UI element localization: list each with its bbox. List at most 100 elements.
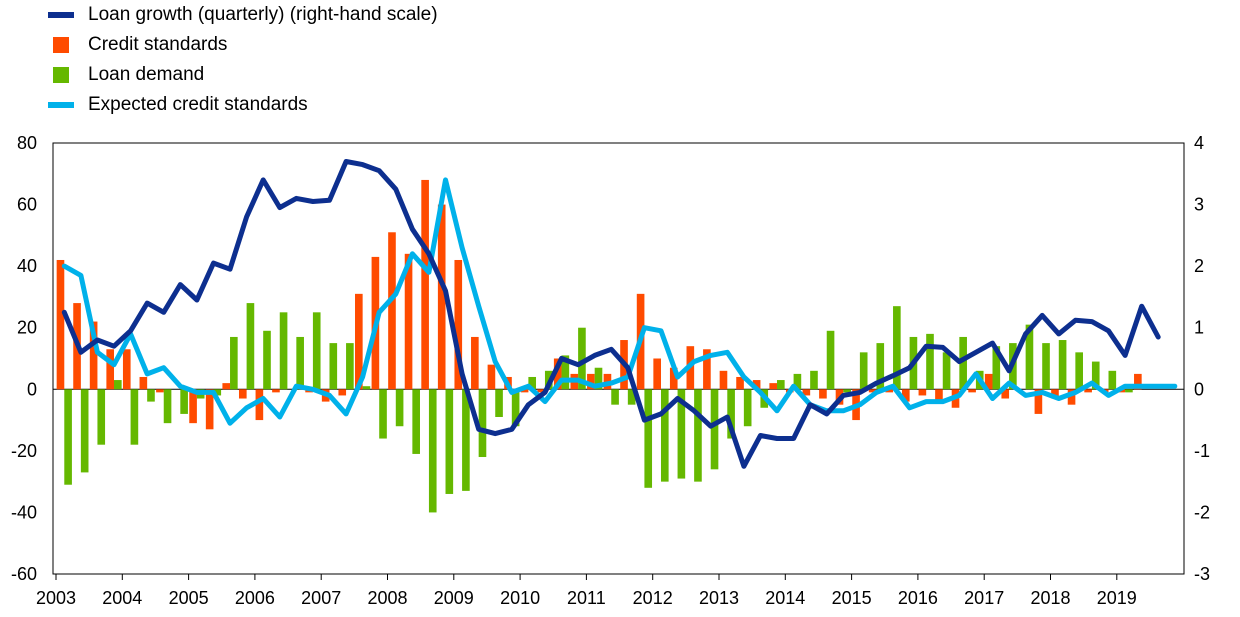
credit-standards-bar xyxy=(471,336,479,390)
credit-standards-bar xyxy=(901,389,910,402)
credit-standards-bar xyxy=(156,389,164,393)
credit-standards-bar xyxy=(935,389,943,402)
loan-demand-bar xyxy=(959,336,967,390)
x-tick-label: 2006 xyxy=(235,588,275,608)
x-tick-label: 2015 xyxy=(832,588,872,608)
credit-standards-bar xyxy=(819,389,827,399)
credit-standards-bar xyxy=(388,232,396,390)
y-right-tick-label: -1 xyxy=(1194,441,1210,461)
loan-demand-bar xyxy=(511,389,520,427)
y-left-tick-label: -60 xyxy=(11,564,37,584)
loan-demand-bar xyxy=(594,367,603,390)
loan-demand-bar xyxy=(495,389,503,417)
loan-demand-bar xyxy=(611,389,619,405)
loan-demand-bar xyxy=(992,346,1001,390)
x-tick-label: 2003 xyxy=(36,588,76,608)
credit-standards-bar xyxy=(238,389,247,399)
loan-demand-bar xyxy=(893,306,901,390)
y-right-tick-label: -2 xyxy=(1194,502,1210,522)
credit-standards-bar xyxy=(421,179,429,390)
x-tick-label: 2005 xyxy=(169,588,209,608)
credit-standards-bar xyxy=(653,358,661,390)
credit-standards-bar xyxy=(968,389,976,393)
loan-demand-bar xyxy=(114,380,122,390)
x-tick-label: 2018 xyxy=(1030,588,1070,608)
credit-standards-bar xyxy=(1134,373,1142,390)
x-tick-label: 2011 xyxy=(567,588,606,608)
credit-standards-bar xyxy=(338,389,347,396)
loan-demand-bar xyxy=(213,389,222,396)
credit-standards-bar xyxy=(868,389,877,393)
credit-standards-bar xyxy=(918,389,927,396)
loan-demand-bar xyxy=(826,330,835,390)
legend-swatch-loan-demand xyxy=(53,67,69,83)
legend-swatch-expected-credit-standards xyxy=(48,102,74,108)
y-left-tick-label: 20 xyxy=(17,318,37,338)
credit-standards-bar xyxy=(587,373,595,390)
loan-demand-bar xyxy=(279,312,288,390)
x-tick-label: 2012 xyxy=(633,588,673,608)
loan-demand-bar xyxy=(263,330,271,390)
loan-demand-bar xyxy=(677,389,686,479)
credit-standards-bar xyxy=(255,389,264,421)
legend-swatch-credit-standards xyxy=(53,37,69,53)
credit-standards-bar xyxy=(454,259,463,390)
y-right-tick-label: 4 xyxy=(1194,133,1204,153)
loan-demand-bar xyxy=(379,389,387,439)
loan-demand-bar xyxy=(743,389,752,427)
x-tick-label: 2019 xyxy=(1097,588,1137,608)
loan-demand-bar xyxy=(1042,343,1050,390)
credit-standards-bar xyxy=(1067,389,1076,405)
legend-swatch-loan-growth xyxy=(48,12,74,18)
loan-demand-bar xyxy=(180,389,188,414)
loan-demand-bar xyxy=(478,389,487,458)
x-tick-label: 2010 xyxy=(500,588,540,608)
chart-legend: Loan growth (quarterly) (right-hand scal… xyxy=(48,0,438,120)
loan-demand-bar xyxy=(346,343,354,390)
legend-label-credit-standards: Credit standards xyxy=(88,34,228,55)
plot-frame xyxy=(52,142,1185,575)
loan-demand-bar xyxy=(578,327,586,390)
credit-standards-bar xyxy=(1051,389,1059,399)
y-left-tick-label: 60 xyxy=(17,195,37,215)
x-tick-label: 2007 xyxy=(301,588,341,608)
loan-demand-bar xyxy=(942,352,951,390)
credit-standards-bar xyxy=(984,373,993,390)
loan-demand-bar xyxy=(926,333,934,390)
loan-demand-bar xyxy=(1125,389,1133,393)
y-left-tick-label: 40 xyxy=(17,256,37,276)
y-right-tick-label: 2 xyxy=(1194,256,1204,276)
credit-standards-bar xyxy=(1034,389,1043,414)
loan-demand-bar xyxy=(843,389,851,393)
credit-standards-bar xyxy=(537,389,545,393)
y-left-tick-label: -20 xyxy=(11,441,37,461)
credit-standards-bar xyxy=(885,389,894,393)
loan-demand-bar xyxy=(727,389,735,439)
loan-demand-bar xyxy=(445,389,454,494)
legend-item-loan-growth: Loan growth (quarterly) (right-hand scal… xyxy=(48,0,438,30)
loan-demand-bar xyxy=(312,312,321,390)
credit-standards-bar xyxy=(769,383,778,390)
loan-growth-line xyxy=(61,159,1161,469)
loan-demand-bar xyxy=(64,389,72,485)
legend-label-loan-growth: Loan growth (quarterly) (right-hand scal… xyxy=(88,4,438,25)
credit-standards-bar xyxy=(139,376,148,390)
loan-demand-bar xyxy=(627,389,636,405)
credit-standards-bar xyxy=(122,349,131,390)
loan-demand-bar xyxy=(660,389,669,482)
x-tick-label: 2016 xyxy=(898,588,938,608)
loan-demand-bar xyxy=(644,389,653,488)
loan-demand-bar xyxy=(246,303,255,390)
credit-standards-bar xyxy=(520,389,529,393)
loan-demand-bar xyxy=(163,389,172,424)
credit-standards-bar xyxy=(487,364,496,390)
loan-demand-bar xyxy=(296,336,304,390)
loan-demand-bar xyxy=(329,343,338,390)
credit-standards-bar xyxy=(1001,389,1010,399)
x-tick-label: 2008 xyxy=(367,588,407,608)
credit-standards-bar xyxy=(1084,389,1092,393)
x-tick-label: 2004 xyxy=(102,588,142,608)
loan-demand-bar xyxy=(462,389,470,491)
legend-item-credit-standards: Credit standards xyxy=(48,30,438,60)
credit-standards-bar xyxy=(89,321,98,390)
